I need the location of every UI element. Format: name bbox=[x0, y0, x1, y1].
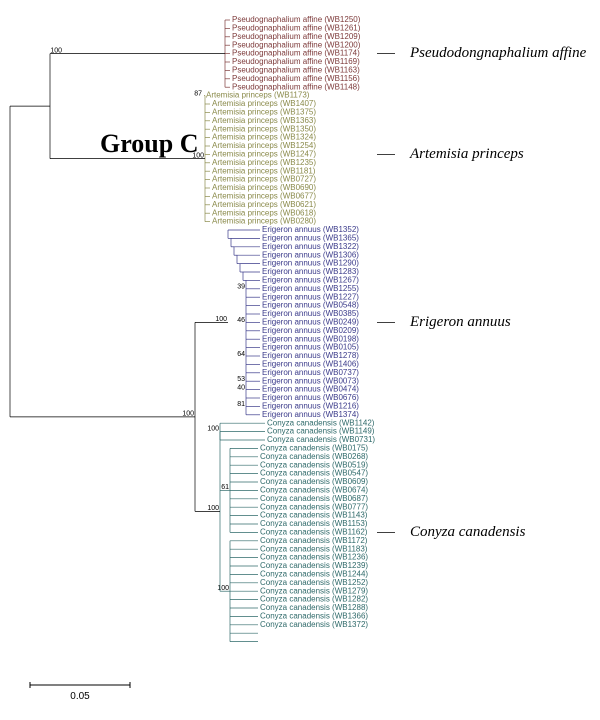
bootstrap-label: 100 bbox=[217, 585, 229, 592]
clade-annotation: Conyza canadensis bbox=[410, 524, 526, 540]
bootstrap-label: 100 bbox=[207, 425, 219, 432]
bootstrap-label: 61 bbox=[221, 484, 229, 491]
scale-label: 0.05 bbox=[70, 691, 90, 702]
phylogenetic-tree: Pseudognaphalium affine (WB1250)Pseudogn… bbox=[0, 0, 600, 720]
bootstrap-label: 39 bbox=[237, 284, 245, 291]
bootstrap-label: 81 bbox=[237, 401, 245, 408]
clade-annotation: Pseudodongnaphalium affine bbox=[409, 45, 587, 61]
bootstrap-label: 64 bbox=[237, 351, 245, 358]
tip-label: Conyza canadensis (WB1372) bbox=[260, 620, 368, 629]
clade-annotation: Erigeron annuus bbox=[409, 314, 511, 330]
clade-annotation: Artemisia princeps bbox=[409, 146, 524, 162]
bootstrap-label: 100 bbox=[50, 47, 62, 54]
bootstrap-label: 100 bbox=[207, 505, 219, 512]
bootstrap-label: 100 bbox=[215, 316, 227, 323]
bootstrap-label: 46 bbox=[237, 317, 245, 324]
bootstrap-label: 53 bbox=[237, 376, 245, 383]
group-title: Group C bbox=[100, 129, 199, 158]
bootstrap-label: 40 bbox=[237, 384, 245, 391]
bootstrap-label: 87 bbox=[194, 90, 202, 97]
